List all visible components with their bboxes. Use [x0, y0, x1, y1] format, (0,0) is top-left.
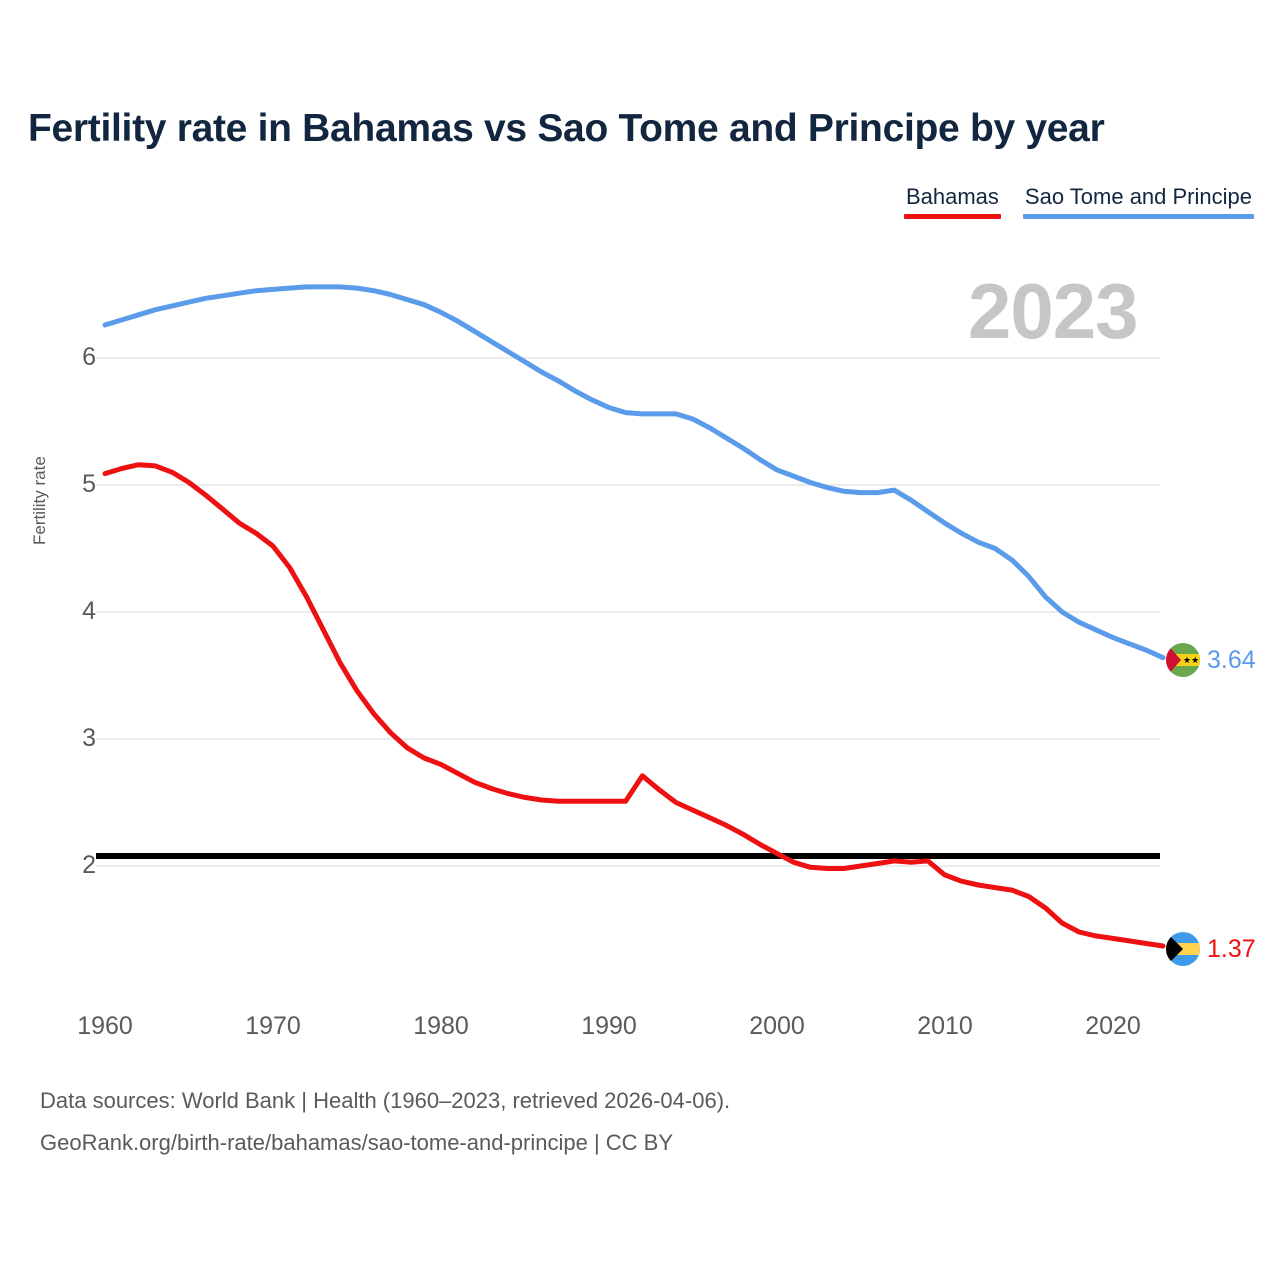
legend-item-bahamas[interactable]: Bahamas	[903, 184, 1001, 219]
y-tick-3: 3	[82, 724, 96, 752]
footer-data-sources: Data sources: World Bank | Health (1960–…	[40, 1088, 731, 1113]
x-tick-2020: 2020	[1085, 1012, 1141, 1040]
legend-label-bahamas: Bahamas	[905, 184, 999, 209]
sao-tome-and-principe-flag-icon: ★★	[1166, 643, 1200, 677]
series-line-bahamas	[102, 462, 1166, 949]
footer-attribution: GeoRank.org/birth-rate/bahamas/sao-tome-…	[40, 1130, 674, 1155]
end-label-bahamas: 1.37	[1166, 932, 1256, 966]
end-value-sao-tome-and-principe: 3.64	[1207, 645, 1256, 674]
page-title: Fertility rate in Bahamas vs Sao Tome an…	[28, 107, 1105, 150]
chart-legend: Bahamas Sao Tome and Principe	[903, 184, 1254, 219]
legend-swatch-sao-tome-and-principe	[1022, 214, 1254, 219]
x-tick-2010: 2010	[917, 1012, 973, 1040]
y-tick-4: 4	[82, 597, 96, 625]
series-line-sao-tome-and-principe	[102, 284, 1166, 661]
bahamas-flag-icon	[1166, 932, 1200, 966]
legend-swatch-bahamas	[903, 214, 1001, 219]
x-tick-1960: 1960	[77, 1012, 133, 1040]
x-tick-1990: 1990	[581, 1012, 637, 1040]
end-value-bahamas: 1.37	[1207, 934, 1256, 963]
x-tick-1980: 1980	[413, 1012, 469, 1040]
y-tick-6: 6	[82, 343, 96, 371]
legend-item-sao-tome-and-principe[interactable]: Sao Tome and Principe	[1022, 184, 1254, 219]
x-tick-1970: 1970	[245, 1012, 301, 1040]
gridlines	[96, 357, 1160, 867]
legend-label-sao-tome-and-principe: Sao Tome and Principe	[1024, 184, 1252, 209]
x-tick-2000: 2000	[749, 1012, 805, 1040]
y-tick-2: 2	[82, 851, 96, 879]
year-watermark: 2023	[968, 267, 1139, 355]
y-tick-5: 5	[82, 470, 96, 498]
end-label-sao-tome-and-principe: ★★ 3.64	[1166, 643, 1256, 677]
